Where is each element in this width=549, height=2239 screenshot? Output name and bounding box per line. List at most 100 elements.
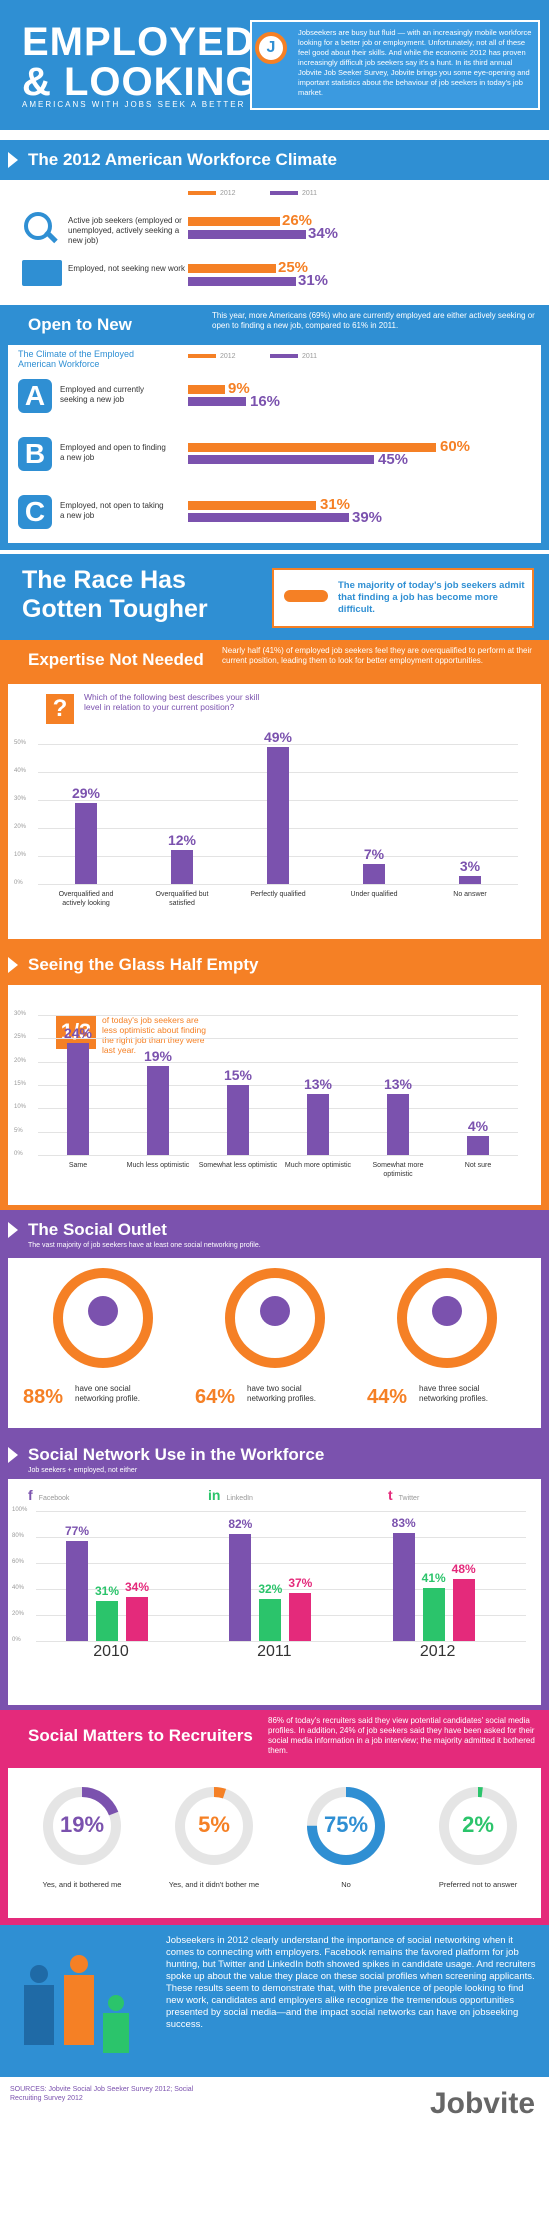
donut-arc [43,1787,121,1865]
pct-2011: 34% [308,225,339,242]
donut-pct: 2% [462,1812,494,1837]
bar-2012 [188,443,436,452]
bar [452,1578,475,1641]
section-sub: Job seekers + employed, not either [28,1467,138,1474]
y-tick-label: 50% [14,740,27,746]
gridline [38,744,518,745]
data-label: 3% [459,857,481,874]
donut-pct: 75% [323,1812,369,1837]
profile-pct: 44% [367,1386,408,1408]
category-label: Overqualified but satisfied [155,891,209,907]
intro-text: Jobseekers are busy but fluid — with an … [250,20,540,110]
y-tick-label: 20% [12,1611,25,1617]
y-tick-label: 25% [14,1034,27,1041]
donut-label: Preferred not to answer [438,1880,518,1889]
category-label: 2010 [93,1643,129,1660]
gridline [38,1061,518,1063]
race-title: The Race Has Gotten Tougher [22,566,208,623]
data-label: 37% [288,1575,313,1590]
data-label: 13% [303,1076,333,1093]
section-title: Social Matters to Recruiters [28,1726,253,1745]
letter-a-icon: A [18,379,52,413]
user-icon [432,1296,462,1326]
gridline [36,1589,526,1590]
y-tick-label: 5% [14,1127,23,1134]
letter-b-icon: B [18,437,52,471]
header-banner: EMPLOYED & LOOKING AMERICANS WITH JOBS SE… [0,0,549,130]
gridline [38,1085,518,1086]
jobvite-logo: Jobvite [429,2087,535,2120]
social-network-chart: 100% 80% 60% 40% 20% 0% 77% 31% 34% 2010 82% 32% 37%… [12,1507,526,1671]
y-tick-label: 80% [12,1533,25,1539]
letter-c-icon: C [18,495,52,529]
category-label: Under qualified [350,891,398,898]
profile-text: have one social networking profile. [75,1384,140,1403]
search-icon [24,212,52,240]
y-tick-label: 30% [14,796,27,802]
bar [307,1094,329,1155]
legend-2011: 2011 [302,190,318,197]
row-label: Employed and open to finding a new job [60,443,166,462]
bar [467,1136,489,1155]
y-tick-label: 0% [14,1151,23,1157]
expertise-section: Expertise Not Needed Nearly half (41%) o… [0,640,549,945]
data-label: 34% [124,1579,150,1594]
bar [387,1094,409,1155]
bar [267,746,289,884]
data-label: 19% [143,1048,173,1065]
y-tick-label: 20% [14,1057,27,1064]
section-note: 86% of today's recruiters said they view… [268,1716,535,1755]
y-tick-label: 100% [12,1507,28,1513]
y-tick-label: 15% [14,1081,27,1087]
bar [147,1066,169,1155]
category-label: Somewhat more optimistic [372,1162,424,1178]
jobvite-badge-icon: J [255,32,287,64]
bar [66,1540,88,1641]
user-icon [88,1296,118,1326]
gridline [38,1038,518,1040]
data-label: 41% [421,1570,446,1585]
donut-label: Yes, and it bothered me [42,1880,122,1889]
optimism-chart: 30% 25% 20% 15% 10% 5% 0% 24% Same 19% Much less o… [14,995,518,1178]
chart-title: The Climate of the Employed American Wor… [18,349,135,369]
section-title: Expertise Not Needed [28,650,204,669]
section-title: Social Network Use in the Workforce [28,1445,325,1464]
pct-2011: 16% [250,393,281,410]
gridline [38,1131,518,1133]
bar [171,850,193,884]
gridline [38,1155,518,1156]
gridline [36,1537,526,1538]
data-label: 77% [64,1523,90,1538]
bar-2012 [188,501,316,510]
gridline [38,1108,518,1110]
pct-2012: 60% [440,438,471,455]
data-label: 82% [228,1517,253,1532]
social-network-section: Social Network Use in the Workforce Job … [0,1435,549,1710]
section-title: Seeing the Glass Half Empty [28,955,259,974]
category-label: 2012 [419,1643,456,1660]
race-note: The majority of today's job seekers admi… [338,580,525,615]
data-label: 4% [467,1118,489,1135]
question-icon: ? [46,694,74,724]
wrench-icon [284,590,328,602]
section-note: Nearly half (41%) of employed job seeker… [222,646,532,665]
profile-pct: 64% [195,1386,236,1408]
donut-label: No [341,1880,351,1889]
bar [459,875,481,884]
data-label: 83% [391,1516,416,1531]
glass-half-section: Seeing the Glass Half Empty 1/3 of today… [0,945,549,1210]
data-label: 31% [94,1583,120,1598]
summary-section: Jobseekers in 2012 clearly understand th… [0,1925,549,2077]
category-label: Overqualified and actively looking [58,891,114,907]
row-label: Employed and currently seeking a new job [60,385,145,404]
data-label: 29% [71,784,101,801]
profile-text: have three social networking profiles. [419,1384,488,1403]
twitter-legend: t Twitter [388,1487,420,1503]
bar-2011 [188,513,349,522]
bar [227,1085,249,1155]
y-tick-label: 40% [14,768,27,774]
donut-arc [439,1787,517,1865]
donut-label: Yes, and it didn't bother me [168,1880,260,1889]
recruiters-section: Social Matters to Recruiters 86% of toda… [0,1710,549,1925]
data-label: 13% [383,1076,413,1093]
